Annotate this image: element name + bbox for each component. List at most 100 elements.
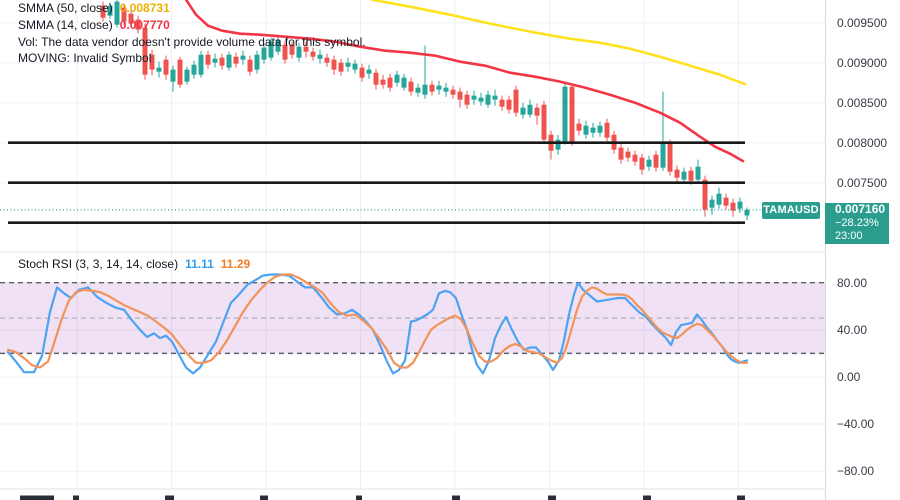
candle	[247, 59, 253, 72]
candle	[212, 58, 218, 63]
candle	[653, 154, 659, 168]
candle	[555, 139, 561, 150]
candle	[408, 81, 414, 92]
overlay-line	[184, 0, 745, 163]
candle	[541, 104, 547, 140]
candle	[737, 201, 743, 209]
candle	[632, 154, 638, 162]
legend-stoch-rsi[interactable]: Stoch RSI (3, 3, 14, 14, close) 11.11 11.2…	[18, 257, 250, 272]
time-axis-cut-label	[643, 495, 651, 500]
candle	[240, 55, 246, 60]
time-axis-cut-label	[548, 495, 556, 500]
time-axis-cut-label	[165, 495, 174, 500]
legend-smma50[interactable]: SMMA (50, close) 0.008731	[18, 1, 170, 16]
candle	[380, 79, 386, 85]
candle	[296, 46, 302, 58]
legend-smma14[interactable]: SMMA (14, close) 0.007770	[18, 18, 170, 33]
overlay-line	[370, 0, 747, 86]
candle	[338, 62, 344, 72]
candle	[352, 63, 358, 70]
candle	[618, 147, 624, 160]
candle	[415, 87, 421, 93]
candle	[436, 85, 442, 90]
candle	[121, 7, 127, 22]
candle	[184, 69, 190, 82]
candle	[324, 57, 330, 63]
time-axis-cut-label	[20, 495, 54, 500]
candle	[534, 107, 540, 116]
time-axis-cut-label	[737, 495, 745, 500]
axis-tick-label: −80.00	[837, 464, 875, 479]
stoch-rsi-label: Stoch RSI (3, 3, 14, 14, close)	[18, 257, 179, 271]
time-axis-cut-label	[356, 495, 362, 500]
candle	[170, 69, 176, 82]
smma50-value: 0.008731	[119, 1, 170, 15]
candle	[429, 84, 435, 92]
axis-tick-label: 0.00	[837, 369, 861, 384]
axis-tick-label: 0.007500	[837, 175, 888, 190]
candle	[597, 125, 603, 133]
axis-tick-label: −40.00	[837, 417, 875, 432]
smma50-label: SMMA (50, close)	[18, 1, 113, 15]
candle	[730, 202, 736, 211]
candle	[387, 77, 393, 88]
stoch-k-line	[6, 273, 749, 375]
candle	[275, 39, 281, 52]
candle	[114, 1, 120, 25]
candle	[744, 209, 750, 216]
candle	[366, 69, 372, 74]
candle	[478, 97, 484, 102]
smma14-label: SMMA (14, close)	[18, 18, 113, 32]
candle	[702, 179, 708, 210]
candle	[100, 5, 106, 18]
candle	[716, 193, 722, 205]
candle	[457, 91, 463, 100]
candle	[268, 41, 274, 58]
candle	[282, 44, 288, 60]
candle	[261, 47, 267, 60]
candle	[723, 197, 729, 206]
candle	[317, 54, 323, 59]
candle	[681, 171, 687, 180]
axis-tick-label: 0.009000	[837, 55, 888, 70]
candle	[506, 99, 512, 110]
candle	[590, 127, 596, 133]
price-axis[interactable]: 0.009500 0.009000 0.008500 0.008000 0.007500…	[825, 0, 900, 500]
candle	[562, 86, 568, 142]
legend-moving-message[interactable]: MOVING: Invalid Symbol	[18, 51, 151, 66]
candle	[688, 170, 694, 181]
vol-message: Vol: The data vendor doesn't provide vol…	[18, 35, 366, 49]
candle	[709, 199, 715, 208]
candle	[289, 44, 295, 55]
candle	[513, 89, 519, 113]
candle	[639, 157, 645, 170]
candle	[310, 51, 316, 57]
bar-countdown: 23:00	[835, 230, 863, 242]
moving-message: MOVING: Invalid Symbol	[18, 51, 152, 65]
axis-tick-label: 40.00	[837, 322, 868, 337]
candle	[464, 94, 470, 105]
candle	[149, 54, 155, 70]
candle	[303, 46, 309, 52]
candle	[156, 67, 162, 72]
stoch-k-value: 11.11	[185, 257, 214, 271]
candle	[177, 59, 183, 85]
candle	[527, 104, 533, 115]
candle	[254, 54, 260, 70]
candle	[191, 64, 197, 75]
legend-vol-message[interactable]: Vol: The data vendor doesn't provide vol…	[18, 35, 366, 50]
candle	[660, 142, 666, 168]
last-price-box: 0.007160 −28.23% 23:00	[825, 202, 889, 244]
candle	[471, 95, 477, 100]
candle	[142, 27, 148, 75]
candle	[422, 84, 428, 95]
candle	[499, 99, 505, 107]
axis-tick-label: 0.008000	[837, 135, 888, 150]
candle	[604, 122, 610, 138]
candle	[226, 54, 232, 68]
candle	[674, 169, 680, 178]
candle	[107, 5, 113, 16]
symbol-price-flag: TAMAUSD	[762, 202, 820, 219]
